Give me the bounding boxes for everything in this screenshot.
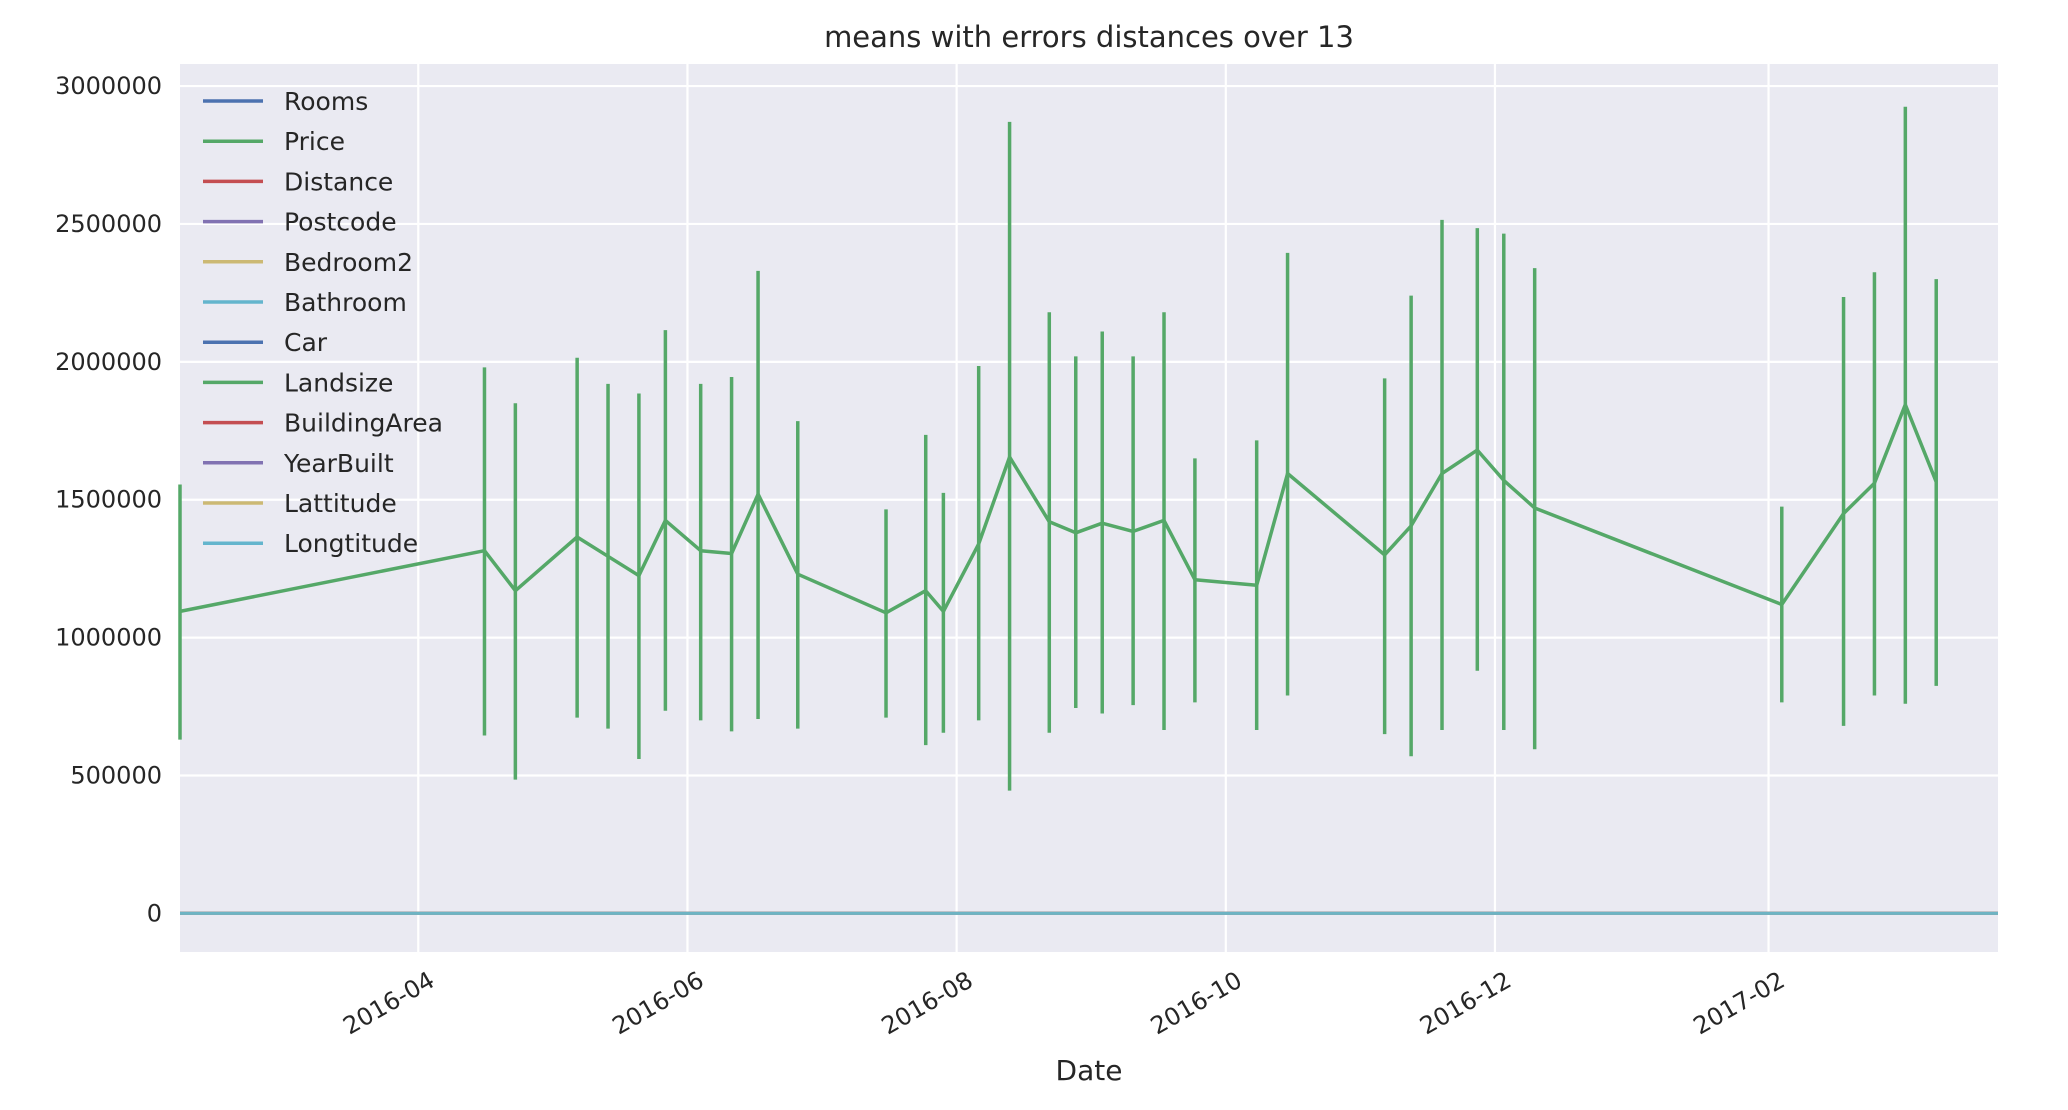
y-tick-label: 2000000 [55,348,162,376]
y-tick-label: 0 [147,899,162,927]
x-tick-label: 2016-12 [1415,966,1516,1040]
y-tick-label: 500000 [70,762,162,790]
y-tick-label: 1500000 [55,486,162,514]
x-tick-label: 2016-04 [338,966,439,1040]
legend-entry: YearBuilt [283,449,394,478]
legend-entry: Distance [284,167,393,196]
legend-entry: Longtitude [284,529,418,558]
legend: Rooms Price Distance Postcode Bedroom2 Bathro… [203,87,443,558]
legend-entry: Postcode [284,208,397,237]
legend-entry: Landsize [284,368,393,397]
legend-entry: BuildingArea [284,409,443,438]
grid [180,64,1998,952]
x-tick-label: 2016-06 [608,966,709,1040]
legend-entry: Price [284,127,345,156]
y-tick-label: 2500000 [55,210,162,238]
legend-entry: Bathroom [284,288,407,317]
plot-area [180,64,1998,952]
legend-entry: Car [284,328,328,357]
series-layer [178,106,1998,915]
x-axis-label: Date [1056,1054,1123,1087]
legend-entry: Lattitude [284,489,397,518]
x-tick-label: 2016-08 [877,966,978,1040]
legend-entry: Rooms [284,87,368,116]
chart-title: means with errors distances over 13 [824,20,1354,54]
legend-entry: Bedroom2 [284,248,413,277]
x-tick-label: 2016-10 [1146,966,1247,1040]
y-tick-label: 1000000 [55,624,162,652]
y-tick-label: 3000000 [55,72,162,100]
x-tick-label: 2017-02 [1689,966,1790,1040]
series-line-price [179,402,1938,615]
